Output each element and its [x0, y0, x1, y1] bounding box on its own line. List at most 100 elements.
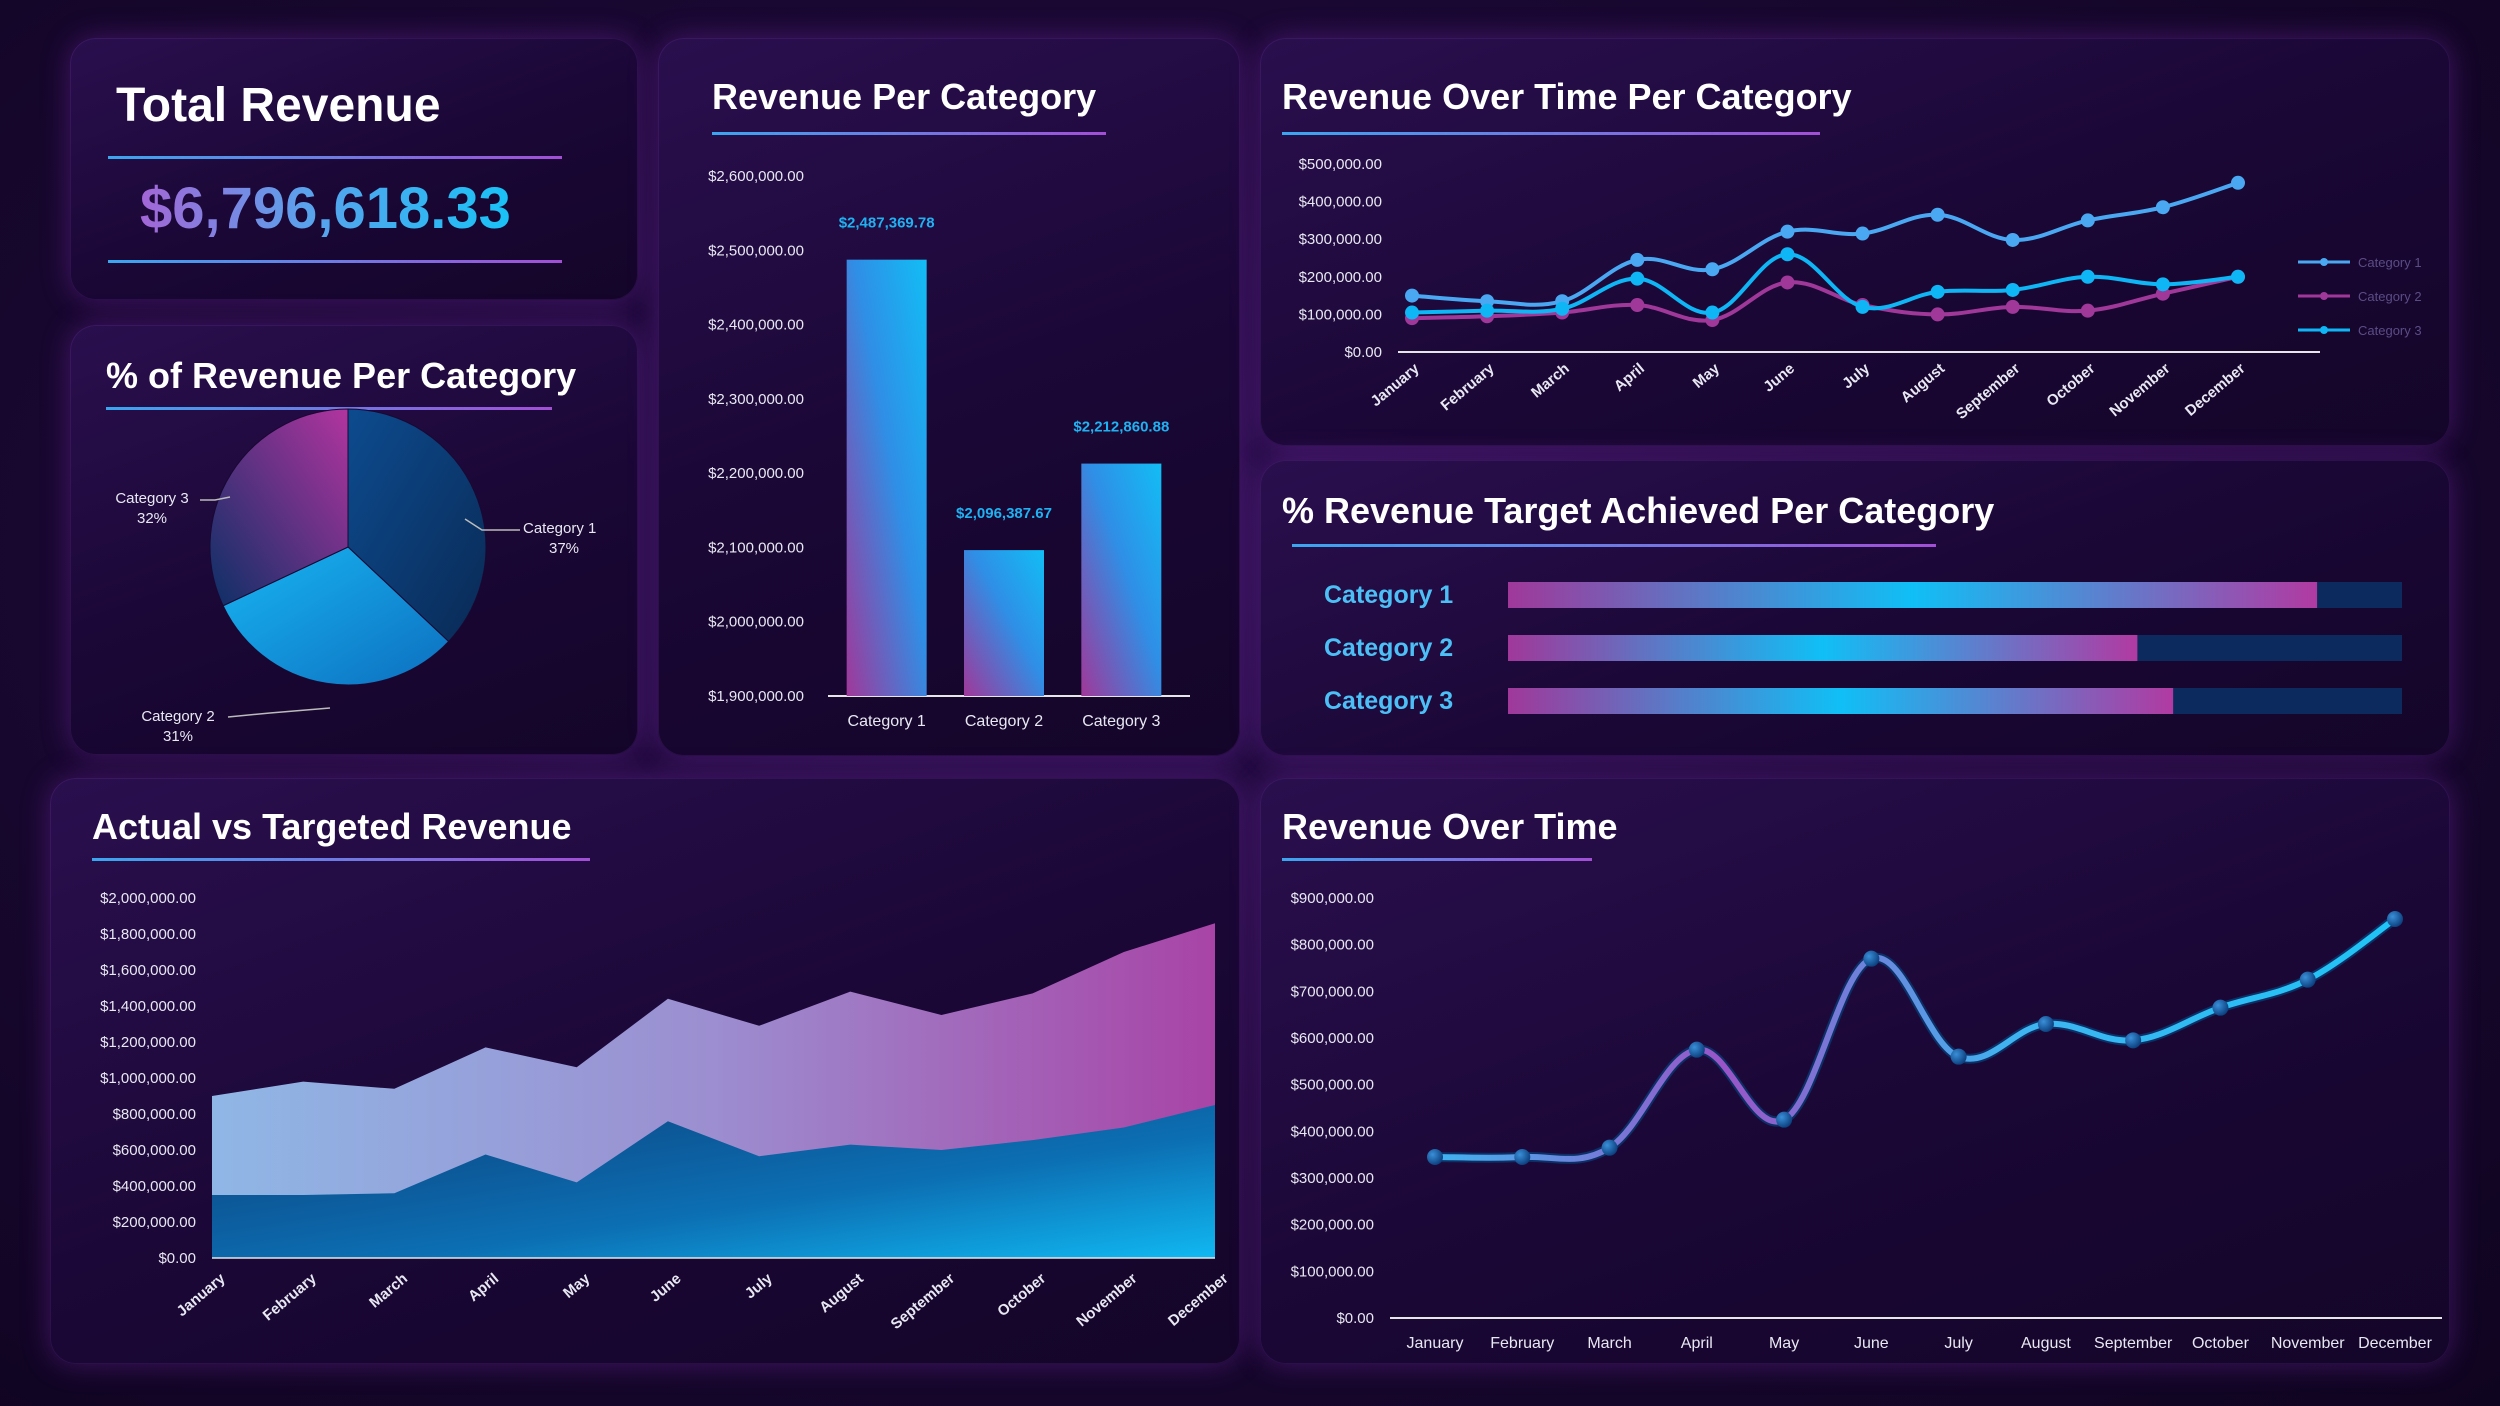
line-cat-point [2005, 232, 2020, 247]
area-xtick-label: July [742, 1270, 776, 1303]
total-revenue-value: $6,796,618.33 [140, 176, 511, 241]
line-cat-xtick-label: May [1690, 360, 1724, 392]
area-ytick-label: $0.00 [158, 1250, 196, 1267]
line-cat-ytick-label: $100,000.00 [1299, 306, 1382, 323]
area-xtick-label: November [1073, 1270, 1140, 1330]
area-series-actual [212, 1105, 1215, 1258]
target-card: % Revenue Target Achieved Per Category C… [1260, 460, 2450, 756]
line-cat-point [1930, 307, 1945, 322]
line-total-ytick-label: $300,000.00 [1291, 1170, 1374, 1187]
area-ytick-label: $800,000.00 [113, 1106, 196, 1123]
line-total-ytick-label: $700,000.00 [1291, 983, 1374, 1000]
pie-pct-2: 31% [163, 728, 193, 745]
bar-title: Revenue Per Category [712, 76, 1097, 117]
line-cat-series-2 [1411, 274, 2239, 323]
pie-card: % of Revenue Per Category Category 1 37% C… [70, 325, 638, 755]
line-total-point [1427, 1149, 1443, 1165]
pie-pct-1: 37% [549, 540, 579, 557]
line-total-xtick-label: January [1407, 1335, 1464, 1352]
target-title-underline [1292, 544, 1936, 547]
bar-data-label: $2,212,860.88 [1073, 419, 1169, 436]
pie-title-underline [106, 407, 552, 410]
line-cat-legend-dot [2320, 292, 2328, 300]
area-xtick-label: October [994, 1270, 1049, 1320]
line-cat-ytick-label: $400,000.00 [1299, 194, 1382, 211]
bar-category-label: Category 1 [848, 713, 926, 730]
line-cat-point [1555, 301, 1570, 316]
line-total-point [2299, 971, 2316, 988]
line-cat-point [2155, 200, 2170, 215]
bar-2 [964, 550, 1044, 696]
line-cat-series-1 [1411, 180, 2239, 307]
area-chart: $0.00 $200,000.00 $400,000.00 $600,000.00 $8… [100, 890, 1232, 1333]
pie-label-1: Category 1 [523, 520, 596, 537]
area-title-underline [92, 858, 590, 861]
area-xtick-label: August [816, 1270, 867, 1316]
line-cat-point [1780, 224, 1795, 239]
line-cat-card: Revenue Over Time Per Category $0.00 $100… [1260, 38, 2450, 446]
target-category-label: Category 2 [1324, 634, 1453, 662]
bar-title-underline [712, 132, 1106, 135]
line-cat-xtick-label: November [2106, 360, 2173, 420]
line-cat-legend-label: Category 2 [2358, 289, 2422, 304]
line-cat-point [1930, 284, 1945, 299]
line-cat-ytick-label: $500,000.00 [1299, 156, 1382, 173]
line-cat-ytick-label: $200,000.00 [1299, 269, 1382, 286]
pie-leader-1 [464, 518, 520, 531]
line-cat-legend-dot [2320, 326, 2328, 334]
pie-leader-3 [200, 496, 231, 501]
line-cat-point [1855, 226, 1870, 241]
line-total-xtick-label: June [1854, 1335, 1889, 1352]
line-total-point [1863, 950, 1880, 967]
bar-ytick-label: $2,300,000.00 [708, 391, 804, 408]
line-total-xtick-label: August [2021, 1335, 2071, 1352]
line-cat-point [1630, 252, 1645, 267]
pie-pct-3: 32% [137, 510, 167, 527]
total-revenue-underline-top [108, 156, 562, 159]
target-bar-2 [1508, 635, 2138, 661]
line-cat-point [2080, 269, 2095, 284]
bar-ytick-label: $2,000,000.00 [708, 614, 804, 631]
line-total-xtick-label: September [2094, 1335, 2173, 1352]
line-total-xtick-label: February [1490, 1335, 1554, 1352]
line-total-ytick-label: $900,000.00 [1291, 890, 1374, 907]
line-total-point [1601, 1139, 1618, 1156]
bar-ytick-label: $1,900,000.00 [708, 688, 804, 705]
area-ytick-label: $1,400,000.00 [100, 998, 196, 1015]
line-total-ytick-label: $0.00 [1336, 1310, 1374, 1327]
area-xtick-label: June [647, 1270, 685, 1306]
total-revenue-value-svg: $6,796,618.33 [140, 176, 511, 241]
line-cat-xtick-label: January [1368, 360, 1424, 410]
line-cat-point [1780, 247, 1795, 262]
area-ytick-label: $200,000.00 [113, 1214, 196, 1231]
line-total-ytick-label: $100,000.00 [1291, 1263, 1374, 1280]
bar-data-label: $2,096,387.67 [956, 505, 1052, 522]
pie-slice-1 [347, 408, 487, 643]
line-cat-point [1705, 262, 1720, 277]
line-total-point [2387, 911, 2403, 927]
line-total-ytick-label: $600,000.00 [1291, 1030, 1374, 1047]
area-ytick-label: $1,200,000.00 [100, 1034, 196, 1051]
line-cat-point [2080, 213, 2095, 228]
line-cat-point [1405, 288, 1419, 303]
line-total-title: Revenue Over Time [1282, 806, 1618, 847]
line-cat-point [2231, 175, 2245, 190]
line-cat-ytick-label: $0.00 [1344, 344, 1382, 361]
bar-1 [846, 259, 927, 696]
total-revenue-card: Total Revenue $6,796,618.33 [70, 38, 638, 300]
bar-category-label: Category 2 [965, 713, 1043, 730]
area-xtick-label: February [260, 1270, 321, 1325]
line-cat-chart: $0.00 $100,000.00 $200,000.00 $300,000.00 $4… [1299, 156, 2422, 423]
line-total-ytick-label: $500,000.00 [1291, 1077, 1374, 1094]
line-total-ytick-label: $800,000.00 [1291, 937, 1374, 954]
line-cat-xtick-label: August [1898, 360, 1949, 406]
line-cat-point [1930, 207, 1945, 222]
line-total-xtick-label: December [2358, 1335, 2432, 1352]
line-cat-xtick-label: October [2043, 360, 2098, 410]
bar-ytick-label: $2,100,000.00 [708, 539, 804, 556]
line-cat-xtick-label: February [1438, 360, 1499, 415]
area-xtick-label: December [1165, 1270, 1232, 1330]
line-total-point [2212, 999, 2229, 1016]
area-title: Actual vs Targeted Revenue [92, 806, 572, 847]
line-cat-point [1705, 305, 1720, 320]
